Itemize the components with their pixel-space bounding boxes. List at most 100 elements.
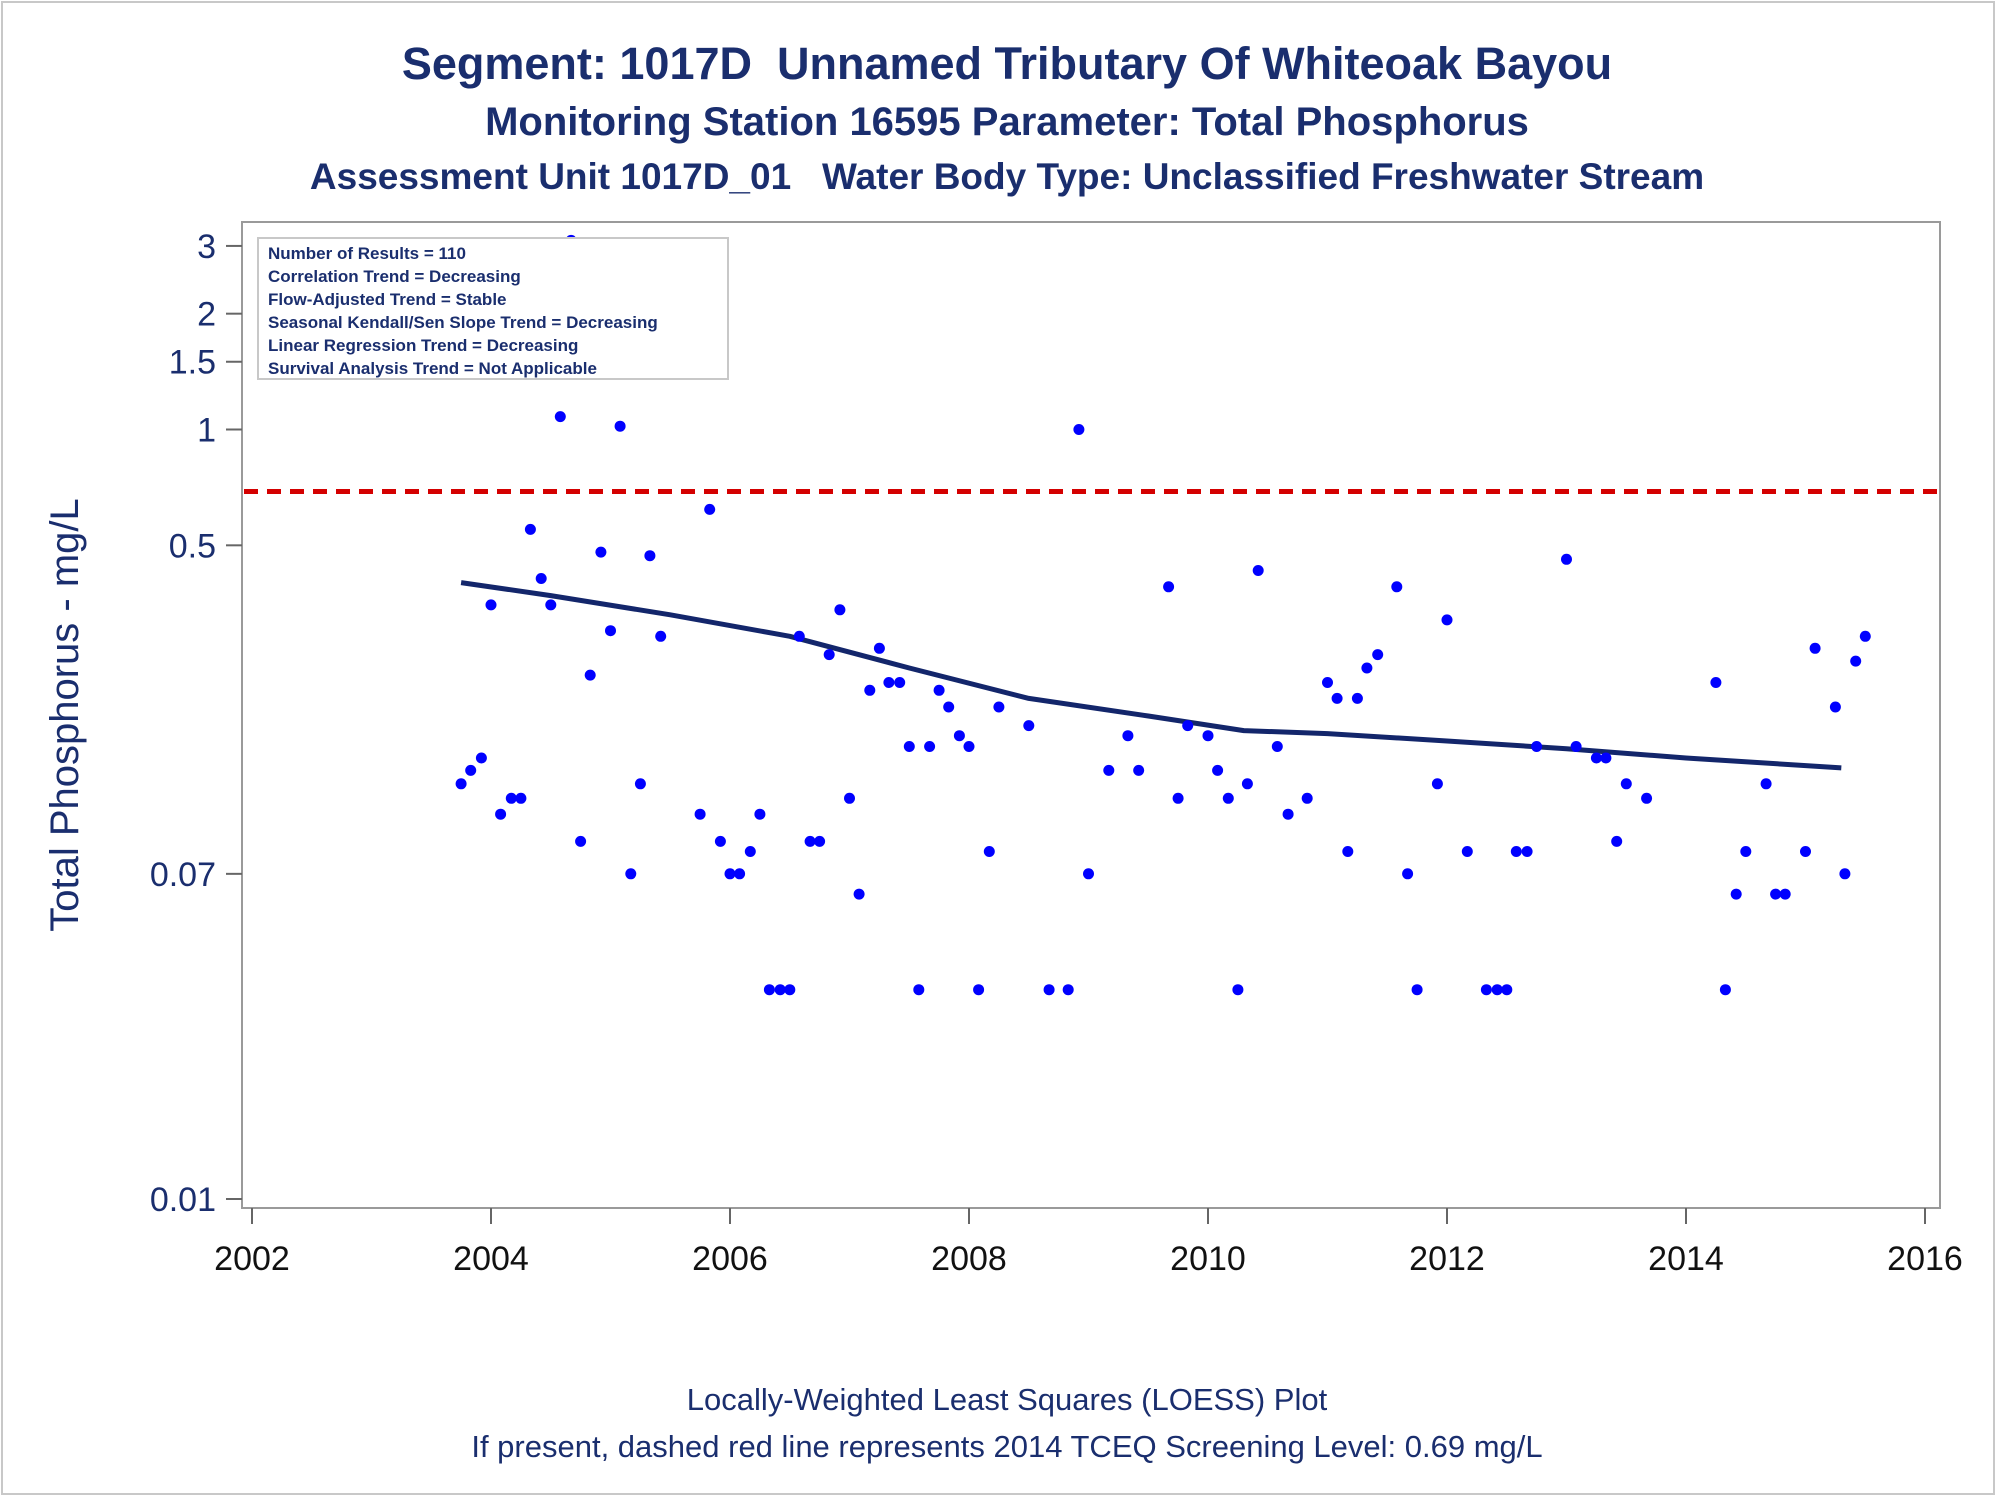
data-point <box>614 420 626 432</box>
data-point <box>655 630 667 642</box>
data-point <box>644 550 656 562</box>
trend-inset-line: Seasonal Kendall/Sen Slope Trend = Decre… <box>268 313 658 332</box>
data-point <box>1043 984 1055 996</box>
data-point <box>1779 888 1791 900</box>
data-point <box>943 701 955 713</box>
data-point <box>973 984 985 996</box>
y-tick-label: 0.01 <box>150 1181 216 1219</box>
data-point <box>793 630 805 642</box>
data-point <box>1461 846 1473 857</box>
data-point <box>1600 752 1612 764</box>
trend-inset-box <box>257 237 729 380</box>
data-point <box>1163 581 1175 593</box>
footnote-screening: If present, dashed red line represents 2… <box>471 1429 1543 1464</box>
data-point <box>1122 730 1134 742</box>
loess-line <box>460 580 1842 771</box>
trend-inset-line: Correlation Trend = Decreasing <box>268 267 521 286</box>
data-point <box>575 835 587 847</box>
y-axis-label: Total Phosphorus - mg/L <box>43 498 87 932</box>
data-point <box>584 669 596 681</box>
data-point <box>495 808 507 820</box>
data-point <box>1431 778 1443 790</box>
data-point <box>883 677 895 688</box>
data-point <box>1222 792 1234 804</box>
x-tick-label: 2004 <box>453 1240 529 1278</box>
data-point <box>554 411 566 423</box>
data-point <box>853 888 865 900</box>
data-point <box>903 741 915 752</box>
data-point <box>983 846 995 857</box>
data-point <box>455 778 467 790</box>
chart-title: Segment: 1017D Unnamed Tributary Of Whit… <box>401 38 1613 89</box>
data-point <box>963 741 975 752</box>
data-point <box>1232 984 1244 996</box>
data-point <box>1441 614 1453 626</box>
data-point <box>1800 846 1811 857</box>
data-point <box>1839 868 1851 880</box>
data-point <box>1073 424 1085 435</box>
x-tick-label: 2008 <box>931 1240 1007 1278</box>
data-point <box>823 649 835 661</box>
data-point <box>763 984 775 996</box>
data-point <box>804 835 816 847</box>
data-point <box>1641 792 1653 804</box>
data-point <box>465 764 477 776</box>
chart-subtitle-2: Assessment Unit 1017D_01 Water Body Type… <box>309 156 1705 197</box>
plot-area <box>241 221 1941 1209</box>
data-point <box>1829 701 1841 713</box>
y-tick-label: 0.5 <box>169 527 216 565</box>
y-tick-label: 2 <box>197 296 216 334</box>
chart-subtitle: Monitoring Station 16595 Parameter: Tota… <box>485 100 1529 144</box>
data-point <box>1322 677 1333 688</box>
data-point <box>1760 778 1772 790</box>
data-point <box>1402 868 1414 880</box>
data-point <box>625 868 637 880</box>
data-point <box>864 684 876 696</box>
data-point <box>1133 764 1145 776</box>
data-point <box>1590 752 1602 764</box>
data-point <box>1271 741 1283 752</box>
data-point <box>1103 764 1115 776</box>
y-tick-label: 1 <box>197 411 216 449</box>
trend-inset-line: Number of Results = 110 <box>268 244 466 263</box>
data-point <box>993 701 1005 713</box>
data-point <box>1480 984 1492 996</box>
data-point <box>535 573 547 584</box>
data-point <box>1351 692 1363 704</box>
trend-inset-line: Flow-Adjusted Trend = Stable <box>268 290 507 309</box>
data-point <box>744 846 756 857</box>
y-tick-label: 1.5 <box>169 344 216 382</box>
data-point <box>784 984 796 996</box>
x-tick-label: 2014 <box>1648 1240 1724 1278</box>
data-point <box>1212 764 1224 776</box>
data-point <box>475 752 487 764</box>
x-tick-label: 2006 <box>692 1240 768 1278</box>
data-point <box>953 730 965 742</box>
data-point <box>1172 792 1184 804</box>
data-point <box>1740 846 1752 857</box>
data-point <box>515 792 527 804</box>
data-point <box>634 778 646 790</box>
data-point <box>1361 662 1373 674</box>
data-point <box>1372 649 1384 661</box>
data-point <box>1770 888 1782 900</box>
data-point <box>1062 984 1074 996</box>
data-point <box>1561 553 1572 565</box>
data-point <box>933 684 945 696</box>
data-point <box>605 625 616 637</box>
data-point <box>1710 677 1722 688</box>
data-point <box>1510 846 1522 857</box>
data-point <box>1202 730 1214 742</box>
data-point <box>1719 984 1731 996</box>
data-point <box>1730 888 1742 900</box>
data-point <box>814 835 826 847</box>
data-point <box>1521 846 1533 857</box>
data-point <box>1282 808 1294 820</box>
y-tick-label: 0.07 <box>150 856 216 894</box>
trend-inset-line: Linear Regression Trend = Decreasing <box>268 336 578 355</box>
data-point <box>1859 630 1871 642</box>
data-point <box>1023 720 1035 732</box>
data-point <box>1391 581 1403 593</box>
